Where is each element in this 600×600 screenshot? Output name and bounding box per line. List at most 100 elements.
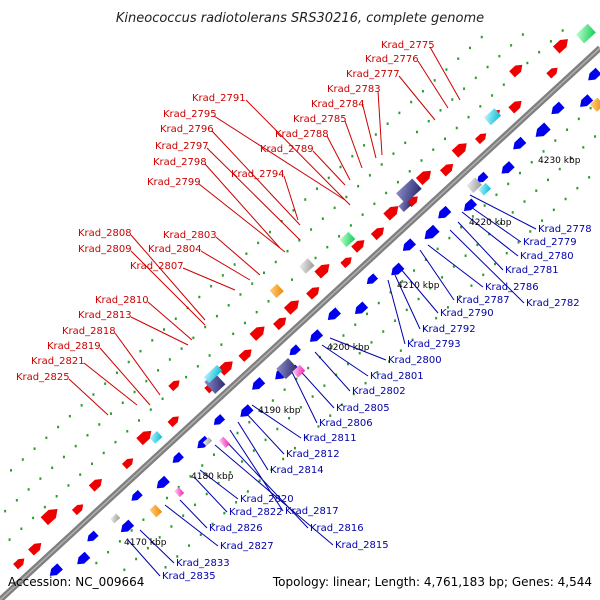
- gene-label[interactable]: Krad_2807: [130, 261, 184, 272]
- gene-label[interactable]: Krad_2780: [520, 251, 574, 262]
- gene-label[interactable]: Krad_2795: [163, 109, 217, 120]
- gene-label[interactable]: Krad_2806: [319, 418, 373, 429]
- gene-label[interactable]: Krad_2786: [485, 282, 539, 293]
- gene-label[interactable]: Krad_2787: [456, 295, 510, 306]
- forward-gene: [217, 361, 233, 376]
- leader-line: [245, 99, 351, 206]
- gene-label[interactable]: Krad_2784: [311, 99, 365, 110]
- gene-label[interactable]: Krad_2815: [335, 540, 389, 551]
- gene-label[interactable]: Krad_2808: [78, 228, 132, 239]
- gene-label[interactable]: Krad_2835: [162, 571, 216, 582]
- gene-label[interactable]: Krad_2825: [16, 372, 70, 383]
- gene-label[interactable]: Krad_2818: [62, 326, 116, 337]
- gene-label[interactable]: Krad_2782: [526, 298, 580, 309]
- gene-label[interactable]: Krad_2778: [538, 224, 592, 235]
- gene-label[interactable]: Krad_2811: [303, 433, 357, 444]
- grid-dot: [538, 50, 541, 54]
- gene-label[interactable]: Krad_2817: [285, 506, 339, 517]
- gene-label[interactable]: Krad_2804: [148, 244, 202, 255]
- forward-gene: [28, 542, 42, 556]
- grid-dot: [80, 404, 83, 407]
- gene-label[interactable]: Krad_2796: [160, 124, 214, 135]
- gene-label[interactable]: Krad_2826: [209, 523, 263, 534]
- gene-label[interactable]: Krad_2798: [153, 157, 207, 168]
- reverse-gene: [213, 414, 226, 425]
- gene-label[interactable]: Krad_2801: [370, 371, 424, 382]
- grid-dot: [354, 323, 357, 326]
- gene-label[interactable]: Krad_2777: [346, 69, 400, 80]
- gene-label[interactable]: Krad_2805: [336, 403, 390, 414]
- grid-dot: [110, 412, 113, 415]
- gene-label[interactable]: Krad_2781: [505, 265, 559, 276]
- gene-label[interactable]: Krad_2779: [523, 237, 577, 248]
- gene-box-shape: [466, 177, 482, 193]
- gene-label[interactable]: Krad_2783: [327, 84, 381, 95]
- grid-dot: [67, 484, 70, 487]
- grid-dot: [185, 375, 188, 379]
- grid-dot: [479, 105, 482, 108]
- gene-label[interactable]: Krad_2790: [440, 308, 494, 319]
- gene-label[interactable]: Krad_2803: [163, 230, 217, 241]
- gene-label[interactable]: Krad_2813: [78, 310, 132, 321]
- gene-label[interactable]: Krad_2794: [231, 169, 285, 180]
- gene-label[interactable]: Krad_2785: [293, 114, 347, 125]
- grid-dot: [104, 382, 107, 385]
- gene-label[interactable]: Krad_2820: [240, 494, 294, 505]
- grid-dot: [227, 304, 230, 307]
- grid-dot: [215, 314, 218, 318]
- leader-line: [321, 344, 369, 377]
- gene-label[interactable]: Krad_2821: [31, 356, 85, 367]
- gene-label[interactable]: Krad_2810: [95, 295, 149, 306]
- gene-label[interactable]: Krad_2814: [270, 465, 324, 476]
- leader-line: [449, 229, 525, 304]
- grid-dot: [15, 499, 18, 502]
- grid-dot: [102, 451, 105, 455]
- reverse-gene: [513, 136, 527, 150]
- leader-line: [399, 267, 439, 314]
- gene-label[interactable]: Krad_2791: [192, 93, 246, 104]
- gene-label[interactable]: Krad_2775: [381, 40, 435, 51]
- grid-dot: [321, 217, 324, 220]
- reverse-gene: [501, 161, 515, 174]
- grid-dot: [415, 130, 418, 134]
- grid-dot: [316, 187, 318, 190]
- gene-label[interactable]: Krad_2827: [220, 541, 274, 552]
- gene-label[interactable]: Krad_2776: [365, 54, 419, 65]
- gene-arrow-shape: [88, 479, 102, 492]
- grid-dot: [170, 525, 173, 528]
- gene-box-cyan: [484, 108, 502, 126]
- gene-label[interactable]: Krad_2788: [275, 129, 329, 140]
- gene-label[interactable]: Krad_2812: [286, 449, 340, 460]
- gene-label[interactable]: Krad_2789: [260, 144, 314, 155]
- gene-box-shape: [396, 178, 422, 204]
- gene-box-shape: [575, 23, 596, 44]
- grid-dot: [33, 447, 36, 450]
- grid-dot: [405, 308, 408, 312]
- forward-gene: [474, 133, 487, 145]
- gene-label[interactable]: Krad_2822: [229, 507, 283, 518]
- leader-line: [251, 404, 302, 439]
- gene-label[interactable]: Krad_2816: [310, 523, 364, 534]
- gene-arrow-shape: [370, 227, 385, 241]
- grid-dot: [199, 533, 202, 537]
- grid-dot: [142, 518, 145, 521]
- grid-dot: [458, 295, 461, 298]
- gene-label[interactable]: Krad_2800: [388, 355, 442, 366]
- gene-arrow-shape: [238, 349, 252, 362]
- gene-label[interactable]: Krad_2792: [422, 324, 476, 335]
- grid-dot: [435, 316, 438, 320]
- grid-dot: [546, 178, 549, 182]
- gene-arrow-shape: [49, 563, 63, 576]
- gene-label[interactable]: Krad_2809: [78, 244, 132, 255]
- gene-label[interactable]: Krad_2799: [147, 177, 201, 188]
- gene-label[interactable]: Krad_2793: [407, 339, 461, 350]
- gene-label[interactable]: Krad_2802: [352, 386, 406, 397]
- gene-label[interactable]: Krad_2797: [155, 141, 209, 152]
- grid-dot: [133, 390, 136, 394]
- grid-dot: [554, 139, 557, 142]
- grid-dot: [468, 46, 471, 50]
- gene-label[interactable]: Krad_2819: [47, 341, 101, 352]
- leader-line: [283, 175, 299, 221]
- gene-label[interactable]: Krad_2833: [176, 558, 230, 569]
- leader-line: [467, 204, 522, 243]
